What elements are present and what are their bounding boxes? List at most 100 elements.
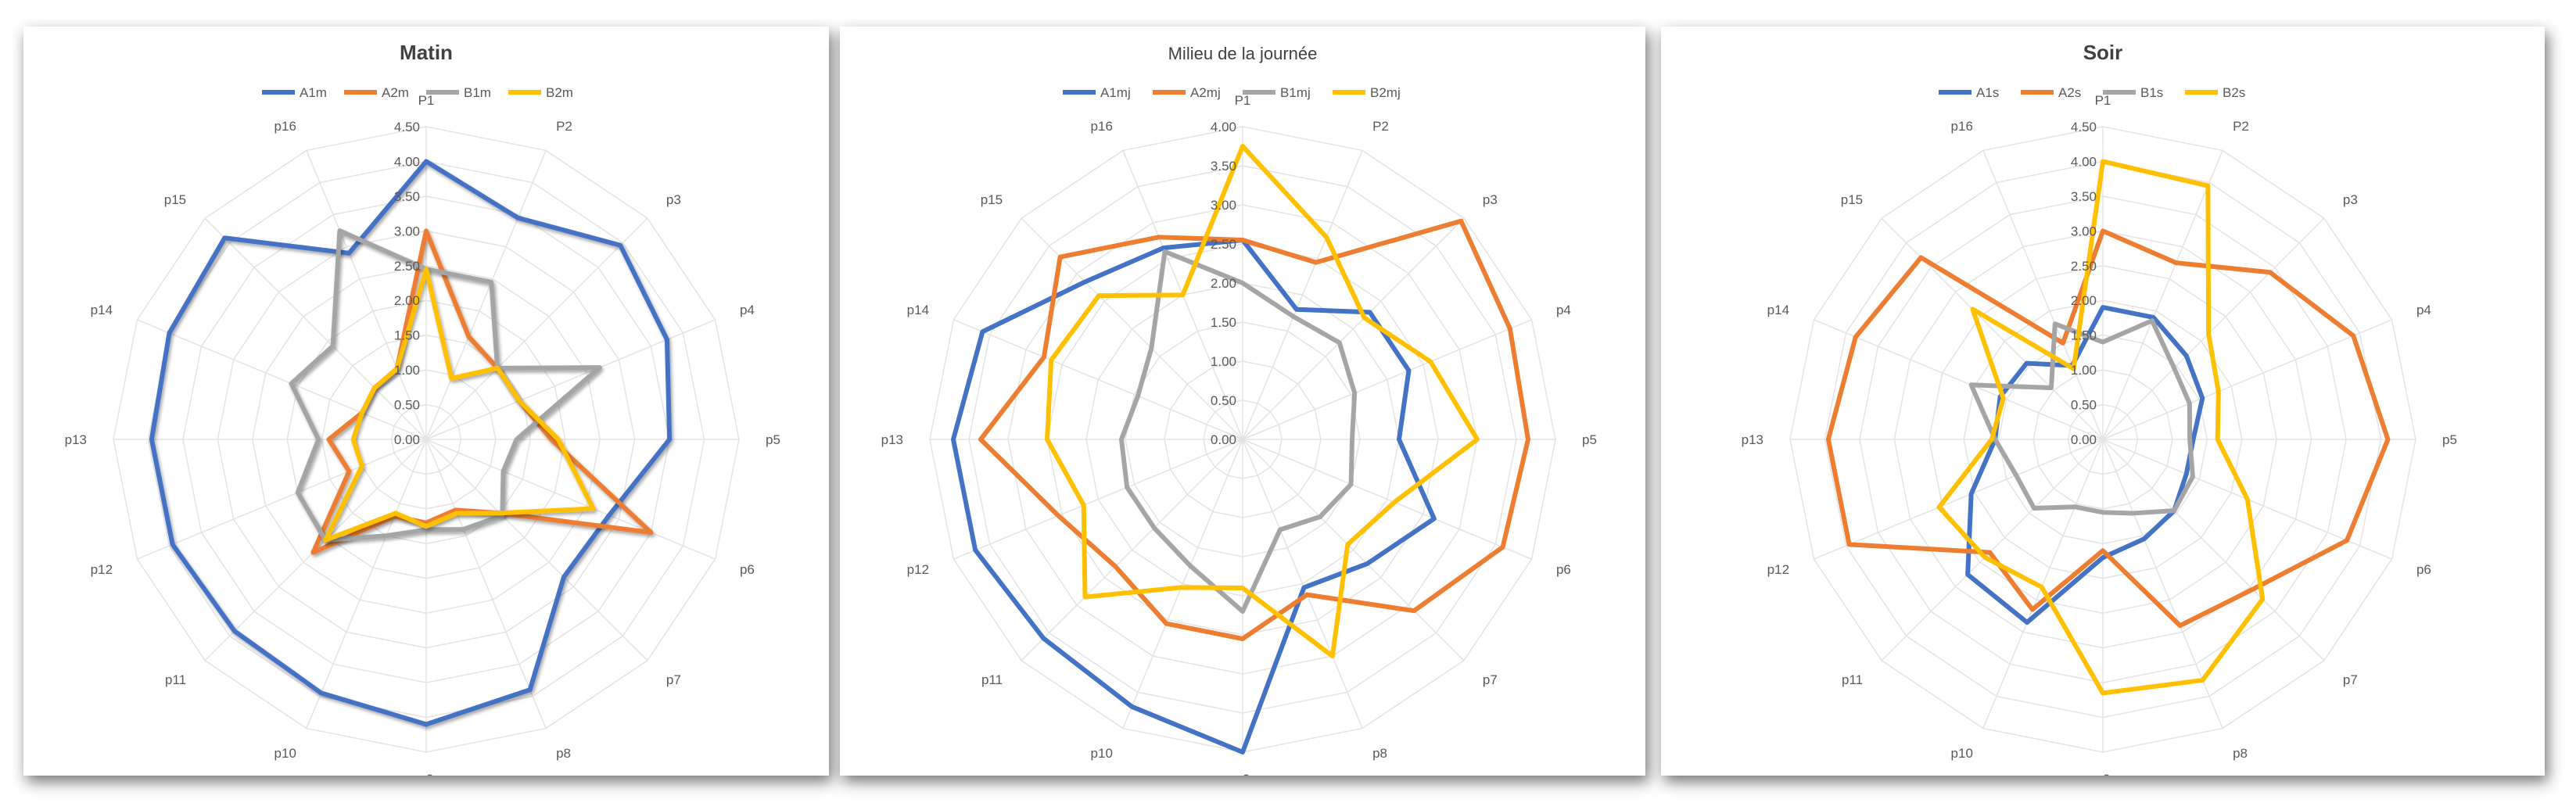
series-a1mj (951, 238, 1437, 754)
tick-label: 1.00 (2071, 363, 2097, 378)
category-label-p4: p4 (2416, 303, 2431, 317)
category-label-p11: p11 (165, 672, 186, 687)
radar-chart-matin: Matin A1m A2m B1m B2m 0.00 0.50 1.00 1.50 2.00 2.5… (65, 41, 780, 776)
tick-label: 1.00 (394, 363, 420, 378)
tick-label: 4.50 (2071, 120, 2097, 134)
category-label-p9: p9 (419, 772, 434, 776)
grid-spoke (1242, 439, 1465, 661)
tick-label: 3.50 (394, 189, 420, 204)
series-b1mj (1119, 249, 1358, 614)
grid-spoke (1814, 319, 2104, 440)
category-label-p2: P2 (1372, 119, 1389, 134)
category-label-p8: p8 (1372, 746, 1387, 761)
category-label-p1: P1 (1235, 93, 1251, 108)
category-label-p5: p5 (766, 432, 780, 447)
category-label-p5: p5 (1582, 432, 1597, 447)
legend-label-a1mj: A1mj (1100, 85, 1131, 100)
category-label-p10: p10 (1951, 746, 1973, 761)
legend-label-b2m: B2m (546, 85, 573, 100)
category-label-p2: P2 (2233, 119, 2249, 134)
legend-label-b2s: B2s (2223, 85, 2245, 100)
series-a2s (1825, 228, 2391, 629)
tick-label: 3.00 (1211, 198, 1236, 213)
chart-title: Soir (2083, 41, 2123, 64)
grid-spoke (425, 217, 648, 440)
category-label-p13: p13 (881, 432, 903, 447)
legend-label-a2m: A2m (382, 85, 409, 100)
tick-label: 2.00 (1211, 276, 1236, 291)
series-a1m (149, 159, 673, 727)
grid-spoke (1982, 439, 2104, 729)
grid-spoke (1242, 439, 1363, 729)
grid-spoke (306, 150, 427, 440)
tick-label: 1.50 (2071, 328, 2097, 343)
category-label-p10: p10 (1091, 746, 1113, 761)
category-label-p12: p12 (907, 562, 929, 577)
legend-label-b1m: B1m (464, 85, 491, 100)
grid-spoke (425, 439, 648, 661)
grid-spoke (1242, 150, 1363, 440)
category-label-p9: p9 (1236, 772, 1250, 776)
tick-label: 3.50 (2071, 189, 2097, 204)
category-labels: P1 P2 p3 p4 p5 p6 p7 p8 p9 p10 p11 p12 p13 p14 p15 p16 (881, 93, 1597, 776)
category-labels: P1 P2 p3 p4 p5 p6 p7 p8 p9 p10 p11 p12 p13 p14 p15 p16 (65, 93, 780, 776)
chart-panel-milieu: Milieu de la journée A1mj A2mj B1mj B2mj 0.00… (840, 27, 1645, 776)
legend: A1s A2s B1s B2s (1939, 85, 2245, 100)
grid-spoke (425, 439, 716, 560)
radar-chart-soir: Soir A1s A2s B1s B2s 0.00 0.50 1.00 1.50 2.00 2.50… (1742, 41, 2457, 776)
category-label-p14: p14 (907, 303, 929, 317)
grid-spoke (2102, 217, 2325, 440)
grid-spoke (953, 439, 1243, 560)
category-label-p7: p7 (666, 672, 681, 687)
category-label-p15: p15 (981, 192, 1003, 207)
tick-label: 0.50 (2071, 398, 2097, 413)
series-b2mj (1045, 144, 1480, 659)
category-label-p13: p13 (1742, 432, 1763, 447)
tick-labels: 0.00 0.50 1.00 1.50 2.00 2.50 3.00 3.50 4.00 4.50 (394, 120, 420, 447)
tick-label: 3.00 (2071, 224, 2097, 238)
grid-spoke (2102, 439, 2325, 661)
category-label-p16: p16 (1091, 119, 1113, 134)
tick-label: 2.00 (2071, 293, 2097, 308)
grid-spoke (1881, 439, 2104, 661)
grid-spoke (1242, 439, 1532, 560)
tick-label: 0.00 (2071, 432, 2097, 447)
category-label-p11: p11 (1842, 672, 1863, 687)
legend-label-b1mj: B1mj (1280, 85, 1311, 100)
category-label-p16: p16 (274, 119, 296, 134)
category-label-p1: P1 (2095, 93, 2111, 108)
category-label-p5: p5 (2442, 432, 2457, 447)
category-label-p7: p7 (1483, 672, 1498, 687)
category-label-p15: p15 (164, 192, 186, 207)
category-label-p7: p7 (2343, 672, 2358, 687)
category-label-p6: p6 (740, 562, 755, 577)
tick-label: 2.50 (2071, 259, 2097, 274)
grid-spoke (204, 217, 427, 440)
legend-label-b1s: B1s (2140, 85, 2163, 100)
series-b1m (289, 228, 602, 543)
category-label-p12: p12 (91, 562, 113, 577)
grid-spoke (425, 150, 547, 440)
grid-spoke (137, 439, 427, 560)
tick-label: 0.50 (394, 398, 420, 413)
grid (1789, 126, 2416, 753)
category-label-p6: p6 (1556, 562, 1571, 577)
series-b2s (1936, 159, 2266, 696)
tick-label: 4.00 (2071, 154, 2097, 169)
tick-label: 4.50 (394, 120, 420, 134)
tick-label: 3.00 (394, 224, 420, 238)
tick-label: 1.00 (1211, 354, 1236, 369)
category-labels: P1 P2 p3 p4 p5 p6 p7 p8 p9 p10 p11 p12 p13 p14 p15 p16 (1742, 93, 2457, 776)
legend-label-b2mj: B2mj (1370, 85, 1401, 100)
tick-label: 4.00 (1211, 120, 1236, 134)
category-label-p6: p6 (2416, 562, 2431, 577)
category-label-p2: P2 (556, 119, 572, 134)
tick-labels: 0.00 0.50 1.00 1.50 2.00 2.50 3.00 3.50 4.00 4.50 (2071, 120, 2097, 447)
radar-chart-milieu: Milieu de la journée A1mj A2mj B1mj B2mj 0.00… (881, 44, 1597, 776)
grid-spoke (1242, 319, 1532, 440)
grid-spoke (1814, 439, 2104, 560)
grid-spoke (1021, 217, 1243, 440)
grid-spoke (2102, 319, 2392, 440)
tick-label: 0.00 (1211, 432, 1236, 447)
series-b2m (323, 267, 596, 543)
